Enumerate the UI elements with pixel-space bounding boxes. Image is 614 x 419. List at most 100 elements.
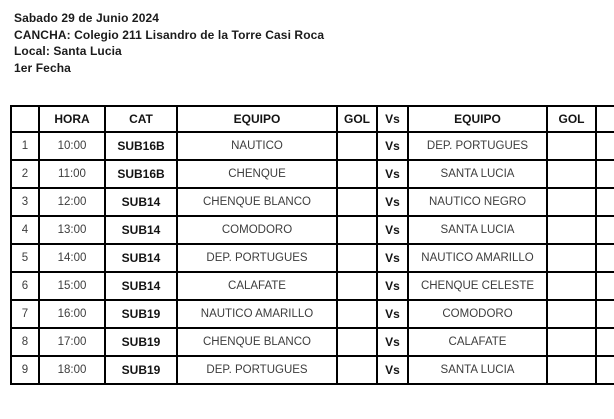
equipo-home-header: EQUIPO [176, 105, 338, 133]
hora-cell: 13:00 [38, 215, 106, 245]
hora-cell: 16:00 [38, 299, 106, 329]
extra-header [595, 105, 614, 133]
equipo-away-cell: NAUTICO NEGRO [407, 187, 548, 217]
gol-home-cell [336, 187, 378, 217]
equipo-away-cell: COMODORO [407, 299, 548, 329]
extra-cell [595, 243, 614, 273]
vs-cell: Vs [376, 299, 409, 329]
local-line: Local: Santa Lucia [14, 44, 122, 58]
hora-header: HORA [38, 105, 106, 133]
hora-cell: 17:00 [38, 327, 106, 357]
cat-cell: SUB14 [104, 187, 178, 217]
table-row: 8 17:00 SUB19 CHENQUE BLANCO Vs CALAFATE [10, 327, 614, 357]
gol-home-header: GOL [336, 105, 378, 133]
extra-cell [595, 131, 614, 161]
vs-cell: Vs [376, 159, 409, 189]
table-row: 6 15:00 SUB14 CALAFATE Vs CHENQUE CELESTE [10, 271, 614, 301]
gol-away-cell [546, 271, 597, 301]
equipo-home-cell: CHENQUE BLANCO [176, 187, 338, 217]
table-row: 5 14:00 SUB14 DEP. PORTUGUES Vs NAUTICO AMARI… [10, 243, 614, 273]
vs-cell: Vs [376, 215, 409, 245]
row-number-cell: 6 [10, 271, 40, 301]
cat-cell: SUB19 [104, 299, 178, 329]
equipo-away-cell: NAUTICO AMARILLO [407, 243, 548, 273]
cat-cell: SUB19 [104, 327, 178, 357]
equipo-away-cell: SANTA LUCIA [407, 215, 548, 245]
equipo-away-header: EQUIPO [407, 105, 548, 133]
hora-cell: 18:00 [38, 355, 106, 385]
gol-home-cell [336, 271, 378, 301]
table-row: 1 10:00 SUB16B NAUTICO Vs DEP. PORTUGUES [10, 131, 614, 161]
equipo-home-cell: NAUTICO AMARILLO [176, 299, 338, 329]
hora-cell: 11:00 [38, 159, 106, 189]
table-header-row: HORA CAT EQUIPO GOL Vs EQUIPO GOL [10, 105, 614, 133]
vs-cell: Vs [376, 187, 409, 217]
gol-away-cell [546, 243, 597, 273]
round-line: 1er Fecha [14, 60, 71, 75]
extra-cell [595, 159, 614, 189]
row-number-cell: 4 [10, 215, 40, 245]
equipo-away-cell: CHENQUE CELESTE [407, 271, 548, 301]
equipo-home-cell: CHENQUE [176, 159, 338, 189]
equipo-home-cell: DEP. PORTUGUES [176, 355, 338, 385]
equipo-home-cell: COMODORO [176, 215, 338, 245]
row-number-cell: 7 [10, 299, 40, 329]
cat-cell: SUB16B [104, 131, 178, 161]
extra-cell [595, 299, 614, 329]
equipo-away-cell: DEP. PORTUGUES [407, 131, 548, 161]
extra-cell [595, 327, 614, 357]
table-row: 9 18:00 SUB19 DEP. PORTUGUES Vs SANTA LUCIA [10, 355, 614, 385]
vs-cell: Vs [376, 131, 409, 161]
gol-away-cell [546, 131, 597, 161]
gol-home-cell [336, 131, 378, 161]
hora-cell: 15:00 [38, 271, 106, 301]
equipo-away-cell: SANTA LUCIA [407, 355, 548, 385]
extra-cell [595, 355, 614, 385]
equipo-home-cell: CHENQUE BLANCO [176, 327, 338, 357]
equipo-home-cell: DEP. PORTUGUES [176, 243, 338, 273]
extra-cell [595, 215, 614, 245]
row-number-cell: 2 [10, 159, 40, 189]
row-number-cell: 1 [10, 131, 40, 161]
cat-cell: SUB14 [104, 243, 178, 273]
table-row: 4 13:00 SUB14 COMODORO Vs SANTA LUCIA [10, 215, 614, 245]
table-row: 7 16:00 SUB19 NAUTICO AMARILLO Vs COMODORO [10, 299, 614, 329]
cat-header: CAT [104, 105, 178, 133]
extra-cell [595, 187, 614, 217]
gol-home-cell [336, 243, 378, 273]
venue-line: CANCHA: Colegio 211 Lisandro de la Torre… [14, 27, 325, 42]
row-number-cell: 8 [10, 327, 40, 357]
equipo-away-cell: SANTA LUCIA [407, 159, 548, 189]
row-number-cell: 9 [10, 355, 40, 385]
row-number-cell: 5 [10, 243, 40, 273]
table-row: 3 12:00 SUB14 CHENQUE BLANCO Vs NAUTICO NEGRO [10, 187, 614, 217]
cat-cell: SUB14 [104, 271, 178, 301]
gol-home-cell [336, 355, 378, 385]
cat-cell: SUB16B [104, 159, 178, 189]
gol-away-cell [546, 159, 597, 189]
equipo-home-cell: CALAFATE [176, 271, 338, 301]
equipo-away-cell: CALAFATE [407, 327, 548, 357]
row-number-header [10, 105, 40, 133]
equipo-home-cell: NAUTICO [176, 131, 338, 161]
gol-away-cell [546, 299, 597, 329]
hora-cell: 12:00 [38, 187, 106, 217]
extra-cell [595, 271, 614, 301]
hora-cell: 14:00 [38, 243, 106, 273]
vs-cell: Vs [376, 271, 409, 301]
gol-away-cell [546, 355, 597, 385]
gol-home-cell [336, 159, 378, 189]
gol-home-cell [336, 215, 378, 245]
vs-cell: Vs [376, 355, 409, 385]
table-row: 2 11:00 SUB16B CHENQUE Vs SANTA LUCIA [10, 159, 614, 189]
gol-away-cell [546, 215, 597, 245]
cat-cell: SUB14 [104, 215, 178, 245]
vs-cell: Vs [376, 327, 409, 357]
date-line: Sabado 29 de Junio 2024 [14, 11, 160, 25]
row-number-cell: 3 [10, 187, 40, 217]
vs-cell: Vs [376, 243, 409, 273]
fixture-table: HORA CAT EQUIPO GOL Vs EQUIPO GOL 1 10:00 SUB16B… [10, 105, 614, 385]
gol-home-cell [336, 299, 378, 329]
document-header: Sabado 29 de Junio 2024 CANCHA: Colegio … [14, 10, 324, 76]
